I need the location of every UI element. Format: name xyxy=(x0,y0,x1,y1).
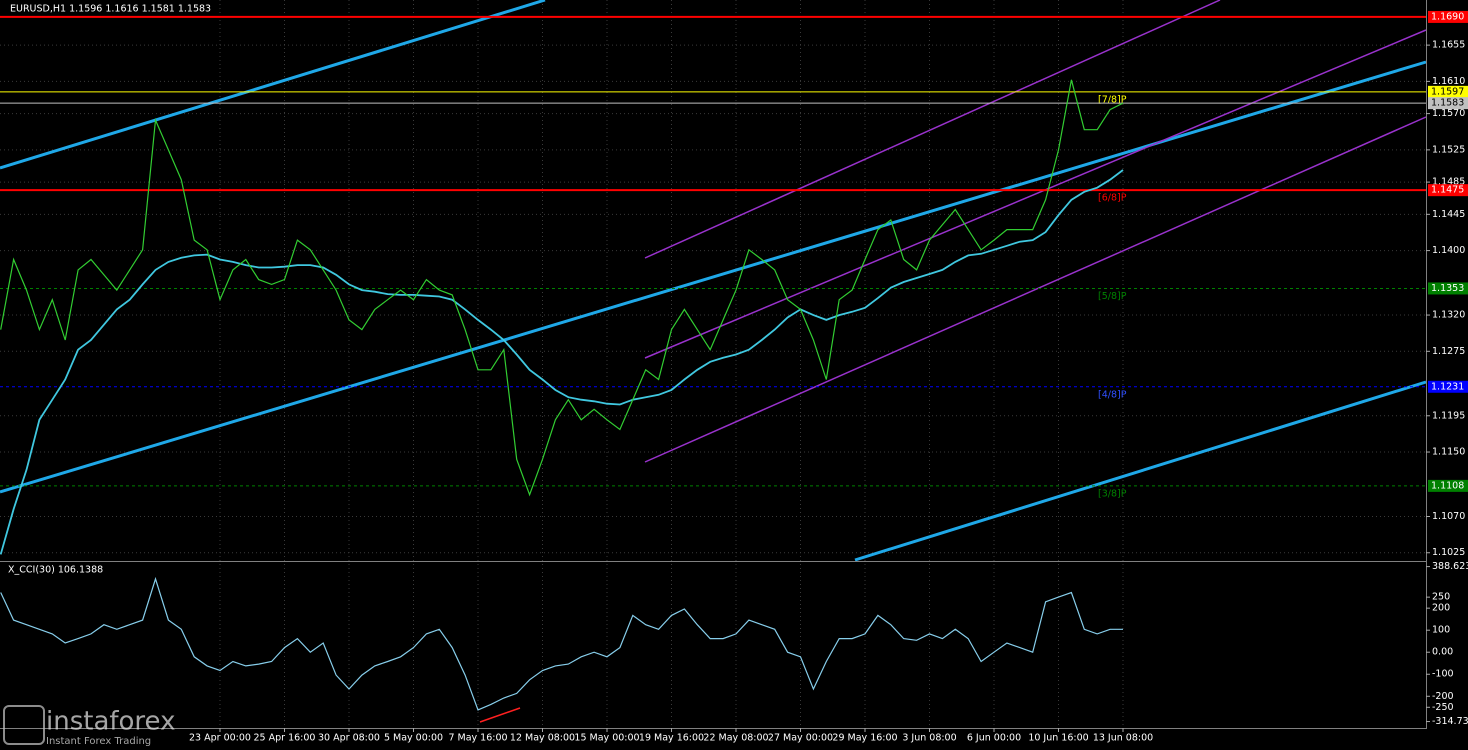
trend-line xyxy=(0,60,1427,494)
price-line xyxy=(0,79,1124,497)
y-tick-label: 1.1610 xyxy=(1432,76,1465,87)
y-tick-label: 1.1570 xyxy=(1432,108,1465,119)
price-level-label: 1.1108 xyxy=(1431,480,1464,491)
price-level-label: 1.1231 xyxy=(1431,381,1464,392)
x-tick-label: 13 Jun 08:00 xyxy=(1093,733,1153,744)
y-tick-label: 0.00 xyxy=(1432,647,1453,658)
y-tick-label: 1.1525 xyxy=(1432,144,1465,155)
grid-layer xyxy=(0,0,1426,728)
trend-line xyxy=(854,380,1427,562)
channel-line xyxy=(644,0,1221,259)
murrey-label: [6/8]P xyxy=(1098,193,1127,204)
watermark-tagline: Instant Forex Trading xyxy=(46,736,151,747)
x-tick-label: 29 May 16:00 xyxy=(832,733,897,744)
y-tick-label: -100 xyxy=(1432,669,1454,680)
x-tick-label: 19 May 16:00 xyxy=(639,733,704,744)
y-tick-label: 1.1150 xyxy=(1432,447,1465,458)
y-tick-label: 1.1025 xyxy=(1432,547,1465,558)
y-tick-label: 1.1485 xyxy=(1432,177,1465,188)
channel-line xyxy=(644,116,1427,463)
y-tick-label: -250 xyxy=(1432,702,1454,713)
price-level-label: 1.1583 xyxy=(1431,98,1464,109)
y-tick-label: 1.1655 xyxy=(1432,40,1465,51)
price-level-badge xyxy=(1428,380,1468,393)
x-tick-label: 15 May 00:00 xyxy=(574,733,639,744)
y-tick-label: 1.1400 xyxy=(1432,245,1465,256)
x-tick-label: 3 Jun 08:00 xyxy=(902,733,956,744)
x-tick-label: 27 May 00:00 xyxy=(768,733,833,744)
murrey-label: [4/8]P xyxy=(1098,389,1127,400)
watermark-brand: instaforex xyxy=(46,707,175,737)
channel-line xyxy=(644,29,1427,359)
trend-lines xyxy=(0,0,1427,723)
price-level-label: 1.1690 xyxy=(1431,11,1464,22)
y-tick-label: 1.1320 xyxy=(1432,310,1465,321)
watermark-logo xyxy=(3,705,45,745)
trend-line xyxy=(0,0,546,170)
y-tick-label: 388.6237 xyxy=(1432,561,1468,572)
y-tick-label: 1.1445 xyxy=(1432,209,1465,220)
price-level-badge xyxy=(1428,85,1468,98)
indicator-title: X_CCI(30) 106.1388 xyxy=(8,565,103,576)
y-tick-label: 250 xyxy=(1432,592,1450,603)
price-level-badge xyxy=(1428,97,1468,110)
x-tick-label: 23 Apr 00:00 xyxy=(189,733,251,744)
chart-title: EURUSD,H1 1.1596 1.1616 1.1581 1.1583 xyxy=(10,4,211,15)
price-level-badge xyxy=(1428,479,1468,492)
murrey-label: [7/8]P xyxy=(1098,94,1127,105)
watermark: instaforex Instant Forex Trading xyxy=(3,705,175,747)
price-level-badge xyxy=(1428,282,1468,295)
x-tick-label: 22 May 08:00 xyxy=(703,733,768,744)
price-level-badge xyxy=(1428,184,1468,197)
indicator-line xyxy=(0,576,1123,711)
moving-average xyxy=(0,169,1124,555)
y-tick-label: 1.1195 xyxy=(1432,410,1465,421)
x-tick-label: 25 Apr 16:00 xyxy=(254,733,316,744)
price-level-badge xyxy=(1428,10,1468,23)
murrey-label: [5/8]P xyxy=(1098,291,1127,302)
murrey-label: [3/8]P xyxy=(1098,488,1127,499)
x-tick-label: 5 May 00:00 xyxy=(384,733,443,744)
price-level-label: 1.1475 xyxy=(1431,185,1464,196)
y-tick-label: -200 xyxy=(1432,691,1454,702)
price-level-label: 1.1597 xyxy=(1431,86,1464,97)
y-tick-label: 1.1275 xyxy=(1432,346,1465,357)
x-tick-label: 7 May 16:00 xyxy=(448,733,507,744)
divergence-line xyxy=(479,707,521,723)
y-tick-label: -314.734 xyxy=(1432,716,1468,727)
y-tick-label: 200 xyxy=(1432,603,1450,614)
y-tick-label: 100 xyxy=(1432,625,1450,636)
x-tick-label: 6 Jun 00:00 xyxy=(967,733,1021,744)
x-tick-label: 12 May 08:00 xyxy=(510,733,575,744)
price-level-label: 1.1353 xyxy=(1431,283,1464,294)
x-tick-label: 10 Jun 16:00 xyxy=(1028,733,1088,744)
y-tick-label: 1.1070 xyxy=(1432,511,1465,522)
x-tick-label: 30 Apr 08:00 xyxy=(318,733,380,744)
